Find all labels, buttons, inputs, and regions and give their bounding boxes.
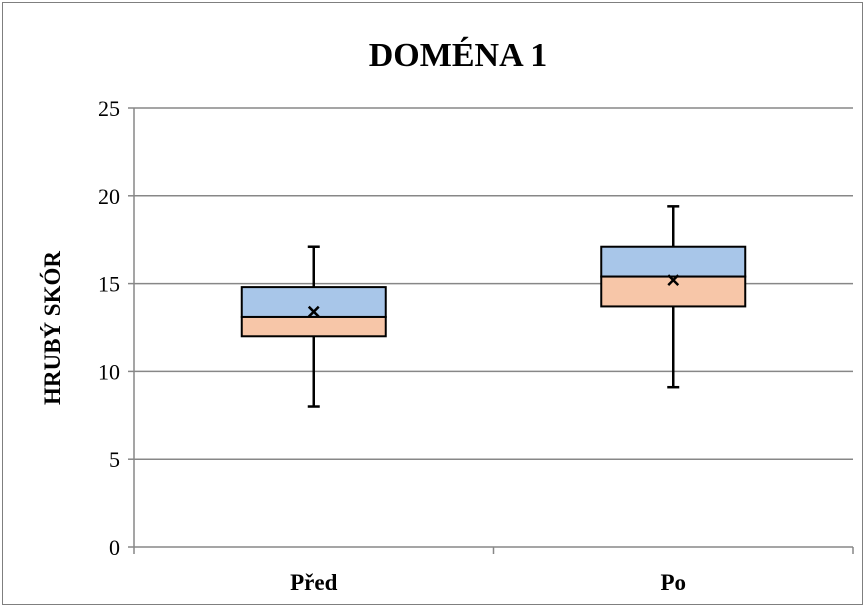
lower-box (240, 315, 387, 338)
boxes (240, 205, 747, 408)
y-axis-label: HRUBÝ SKÓR (39, 251, 65, 405)
axes (128, 107, 854, 554)
x-category-label: Před (290, 570, 337, 595)
mean-marker (307, 305, 320, 318)
box-před (240, 245, 387, 408)
y-tick-label: 15 (98, 272, 120, 297)
chart-title: DOMÉNA 1 (369, 37, 548, 74)
mean-marker (667, 274, 680, 286)
y-tick-label: 10 (98, 359, 120, 384)
y-tick-label: 20 (98, 184, 120, 209)
y-tick-label: 5 (109, 447, 120, 472)
lower-box (600, 275, 747, 308)
upper-box (600, 245, 747, 278)
y-tick-label: 0 (109, 535, 120, 560)
gridlines (134, 107, 853, 460)
axis-labels: 0 5 10 15 20 25 Před Po (98, 96, 686, 595)
box-po (600, 205, 747, 389)
y-tick-label: 25 (98, 96, 120, 121)
x-category-label: Po (660, 570, 686, 595)
